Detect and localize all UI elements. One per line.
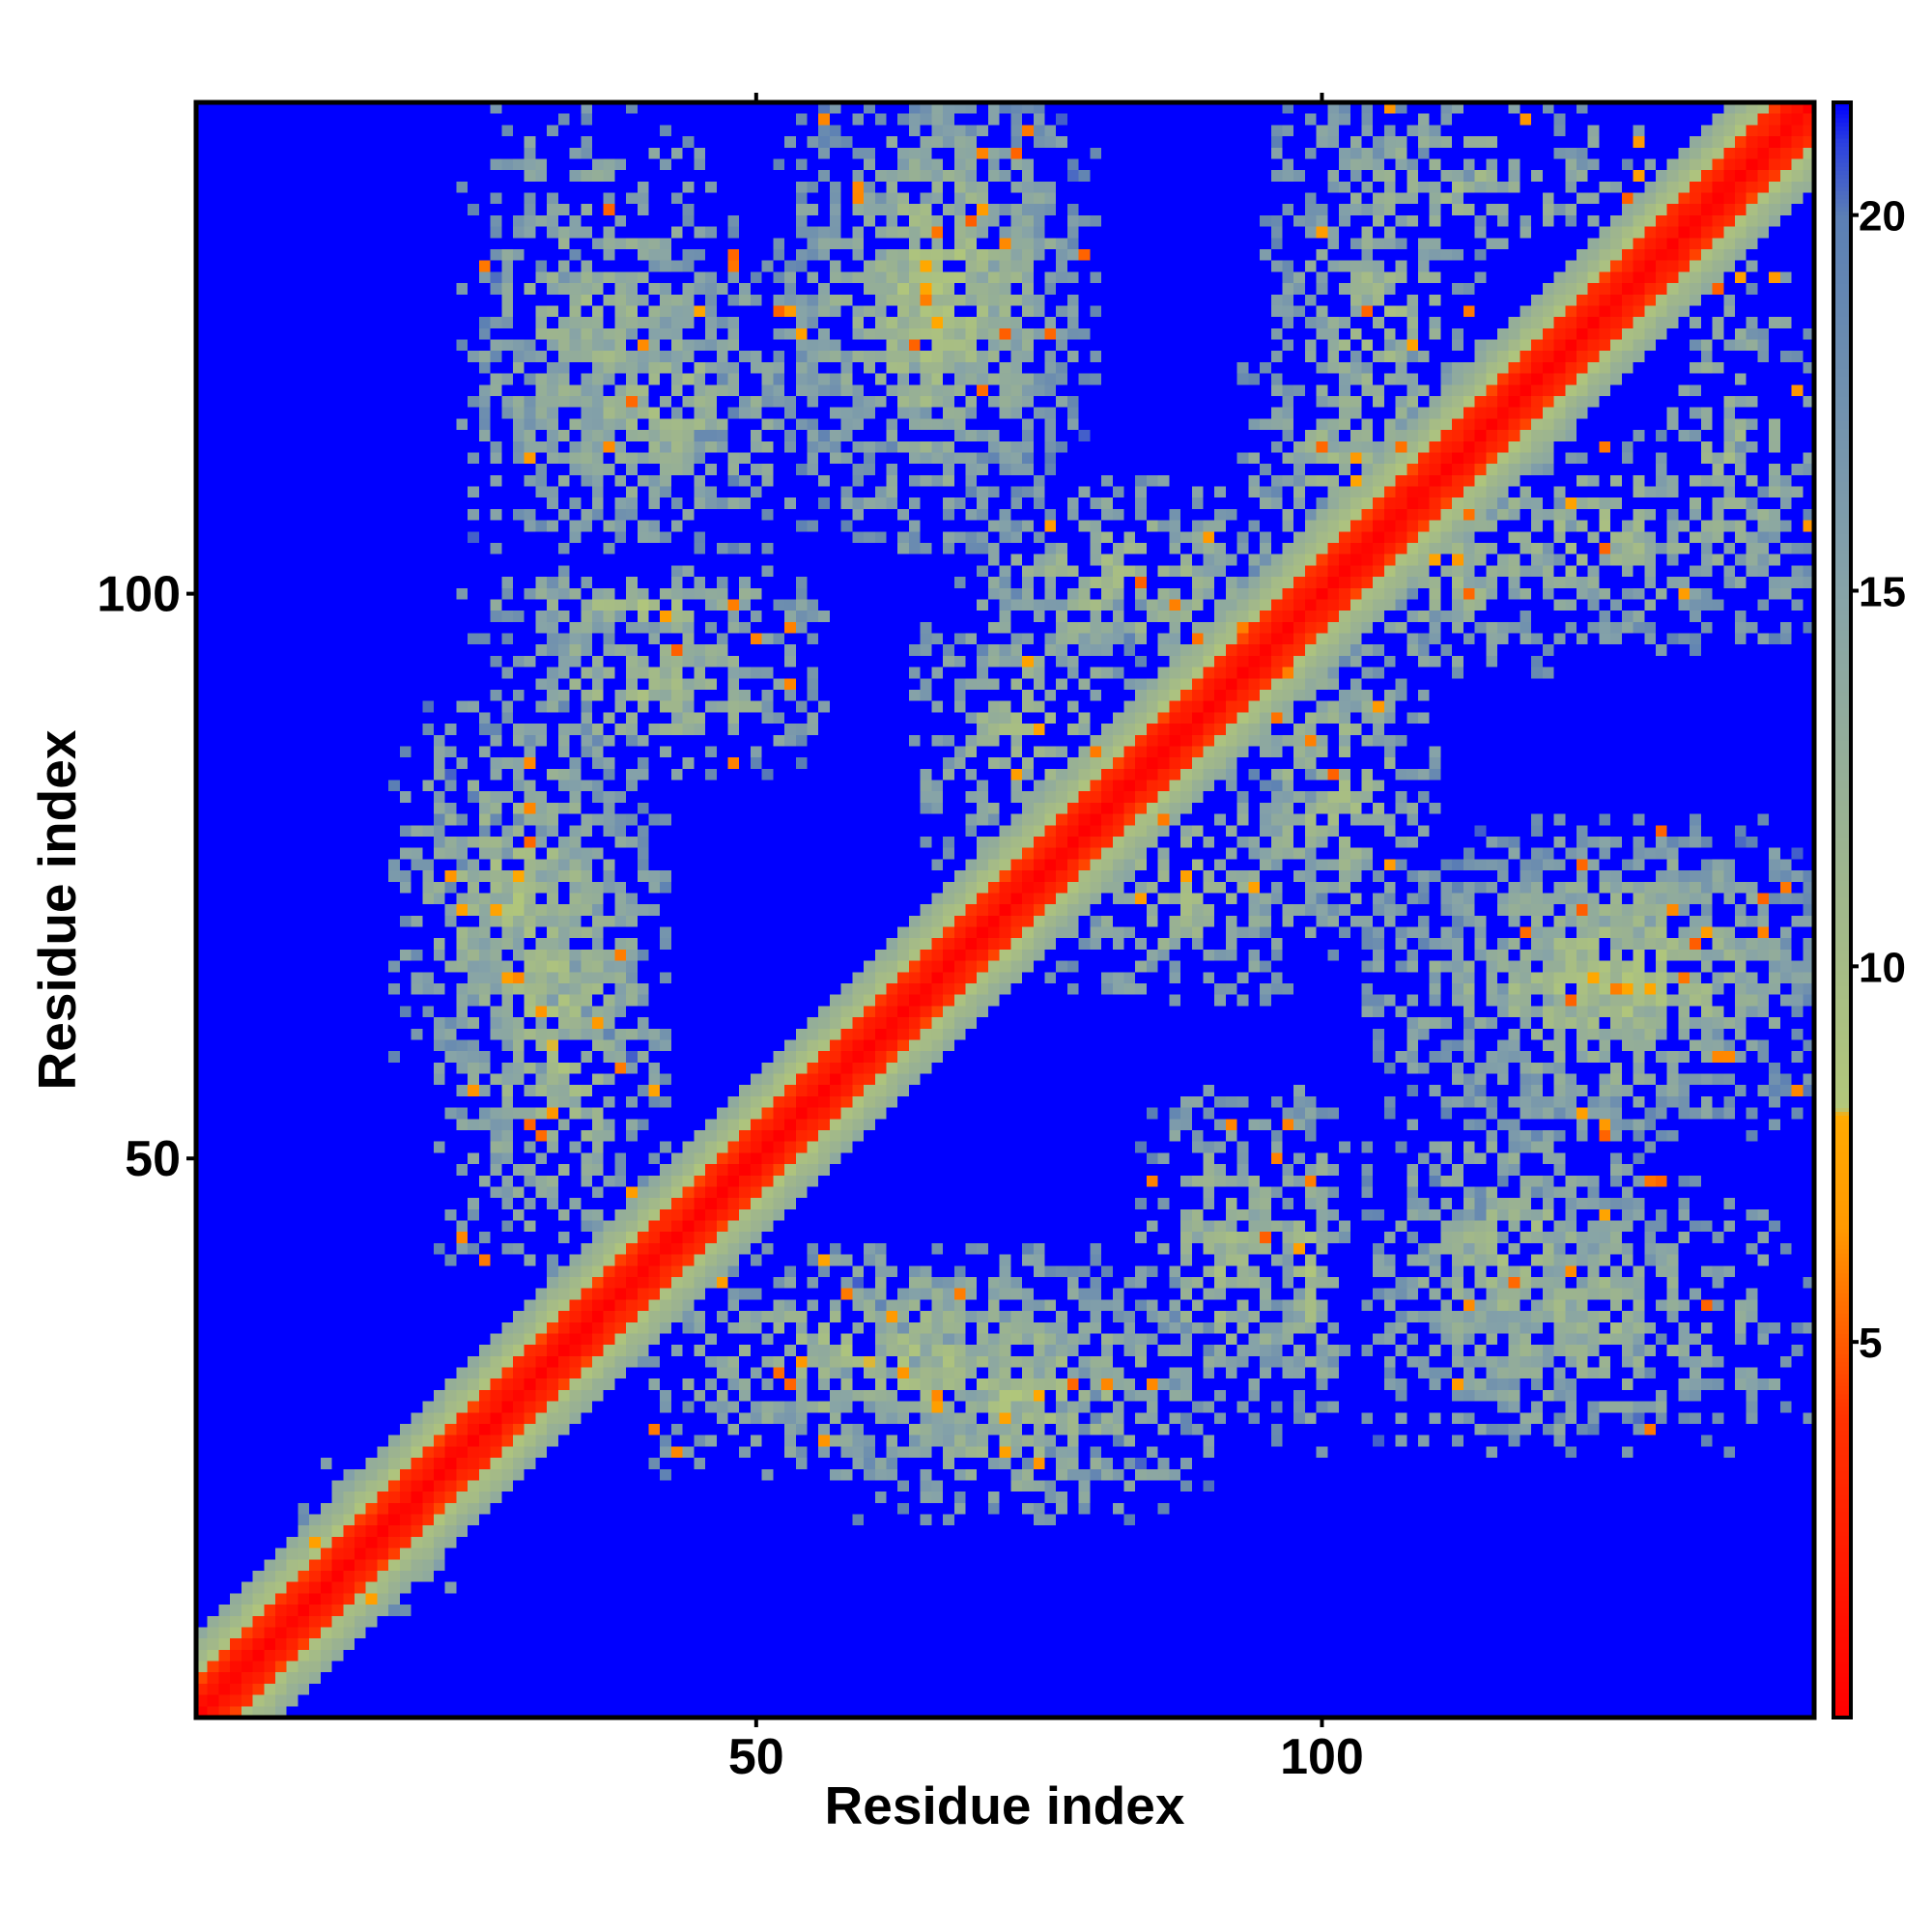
y-tick-label: 100 bbox=[97, 567, 181, 623]
x-axis-label: Residue index bbox=[825, 1776, 1185, 1835]
x-tick-label: 50 bbox=[728, 1729, 784, 1785]
plot-border bbox=[193, 99, 1817, 1720]
colorbar-tick-label: 10 bbox=[1859, 944, 1906, 991]
colorbar-border bbox=[1832, 100, 1853, 1719]
colorbar-gradient bbox=[1833, 102, 1851, 1718]
x-axis-ticks: 50 100 bbox=[728, 93, 1364, 1785]
x-tick-label: 100 bbox=[1280, 1729, 1364, 1785]
heatmap-cells bbox=[196, 102, 1814, 1718]
y-tick-label: 50 bbox=[125, 1131, 181, 1187]
y-axis-ticks: 50 100 bbox=[97, 567, 196, 1187]
colorbar-tick-label: 20 bbox=[1859, 193, 1906, 241]
colorbar-tick-label: 5 bbox=[1859, 1320, 1882, 1367]
colorbar-ticks: 5 10 15 20 bbox=[1851, 193, 1906, 1367]
colorbar-tick-label: 15 bbox=[1859, 568, 1906, 615]
y-axis-label: Residue index bbox=[27, 729, 87, 1090]
